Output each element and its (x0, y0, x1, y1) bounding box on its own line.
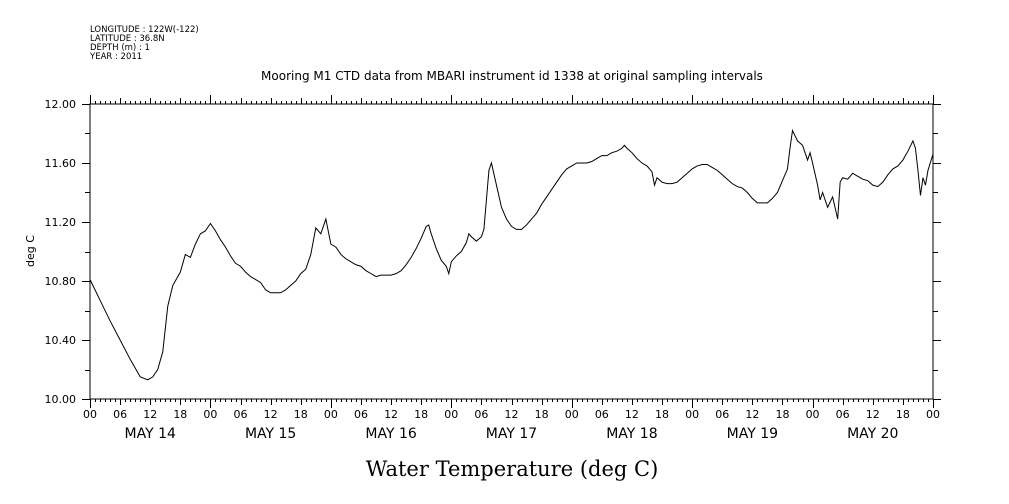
x-hour-tick-label: 18 (655, 408, 669, 421)
depth-label: DEPTH (m) : 1 (90, 43, 150, 53)
water-temperature-series-line (89, 128, 934, 381)
x-hour-tick-label: 12 (505, 408, 519, 421)
x-hour-tick-label: 00 (444, 408, 458, 421)
x-hour-tick-label: 12 (866, 408, 880, 421)
x-hour-tick-label: 00 (565, 408, 579, 421)
x-hour-tick-label: 12 (745, 408, 759, 421)
x-hour-tick-label: 00 (806, 408, 820, 421)
y-axis-ticks (82, 104, 941, 400)
x-hour-tick-label: 00 (685, 408, 699, 421)
y-tick-label: 10.80 (45, 275, 77, 288)
chart-title: Mooring M1 CTD data from MBARI instrumen… (261, 69, 763, 83)
x-axis-day-labels: MAY 14 MAY 15 MAY 16 MAY 17 MAY 18 MAY 19 MAY … (125, 426, 899, 442)
x-hour-tick-label: 00 (83, 408, 97, 421)
x-day-label: MAY 17 (486, 426, 537, 442)
x-day-label: MAY 14 (125, 426, 176, 442)
x-hour-tick-label: 06 (113, 408, 127, 421)
x-axis-ticks (90, 95, 934, 408)
x-hour-tick-label: 18 (414, 408, 428, 421)
x-hour-tick-label: 18 (535, 408, 549, 421)
x-hour-tick-label: 06 (836, 408, 850, 421)
x-day-label: MAY 20 (847, 426, 898, 442)
y-tick-label: 11.20 (45, 216, 77, 229)
x-hour-tick-label: 06 (474, 408, 488, 421)
x-hour-tick-label: 00 (926, 408, 940, 421)
y-axis-label: deg C (24, 235, 37, 267)
x-hour-tick-label: 00 (324, 408, 338, 421)
y-axis-tick-labels: 10.00 10.40 10.80 11.20 11.60 12.00 (45, 98, 77, 406)
x-hour-tick-label: 06 (354, 408, 368, 421)
plot-frame (89, 103, 934, 400)
x-hour-tick-label: 06 (715, 408, 729, 421)
latitude-label: LATITUDE : 36.8N (90, 34, 165, 44)
x-hour-tick-label: 18 (173, 408, 187, 421)
x-day-label: MAY 19 (727, 426, 778, 442)
x-hour-tick-label: 06 (595, 408, 609, 421)
x-hour-tick-label: 12 (143, 408, 157, 421)
x-day-label: MAY 15 (245, 426, 296, 442)
x-hour-tick-label: 12 (625, 408, 639, 421)
x-hour-tick-label: 06 (234, 408, 248, 421)
x-day-label: MAY 16 (365, 426, 416, 442)
x-day-label: MAY 18 (606, 426, 657, 442)
x-hour-tick-label: 18 (896, 408, 910, 421)
y-tick-label: 11.60 (45, 157, 77, 170)
year-label: YEAR : 2011 (89, 52, 142, 62)
x-hour-tick-label: 12 (384, 408, 398, 421)
x-hour-tick-label: 00 (203, 408, 217, 421)
x-hour-tick-label: 18 (294, 408, 308, 421)
x-axis-label: Water Temperature (deg C) (366, 457, 659, 481)
y-tick-label: 12.00 (45, 98, 77, 111)
x-axis-hour-labels: 00 06 12 18 00 06 12 18 00 06 12 18 00 06 12 18 00 06 12 18… (83, 408, 940, 421)
y-tick-label: 10.00 (45, 393, 77, 406)
x-hour-tick-label: 12 (264, 408, 278, 421)
longitude-label: LONGITUDE : 122W(-122) (90, 25, 199, 35)
x-hour-tick-label: 18 (775, 408, 789, 421)
y-tick-label: 10.40 (45, 334, 77, 347)
